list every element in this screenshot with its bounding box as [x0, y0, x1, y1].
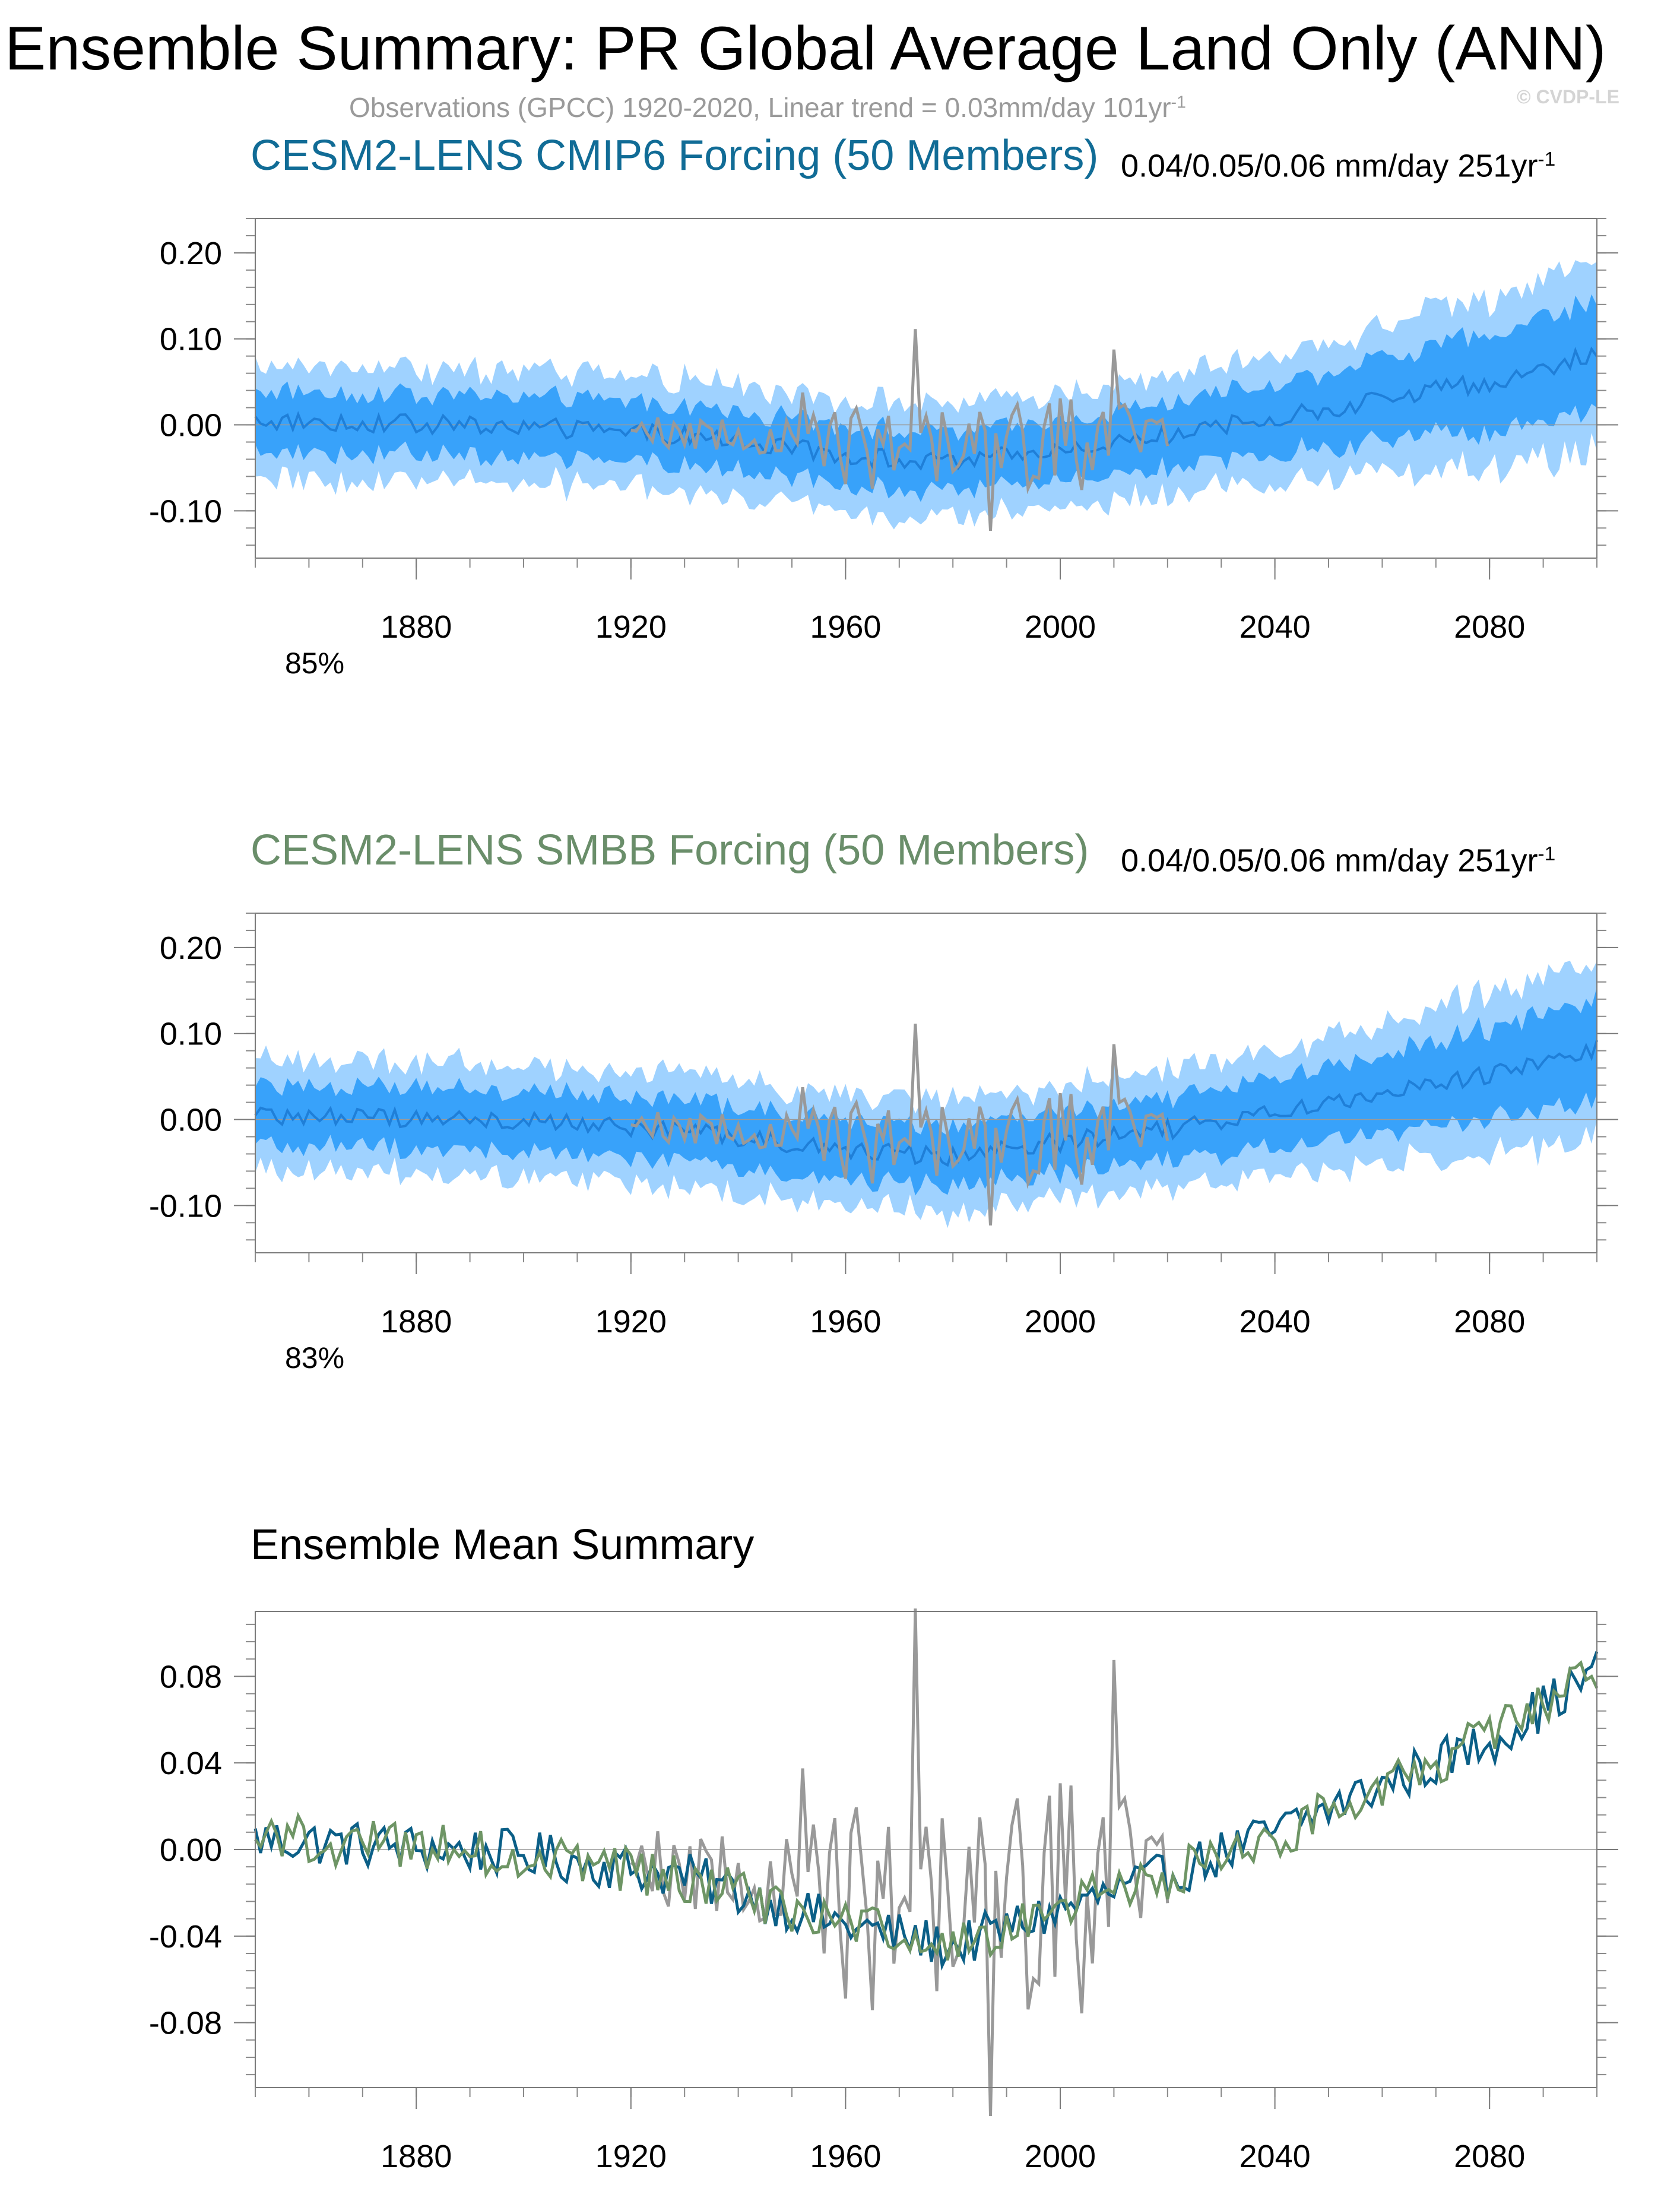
summary-y-tick-label: -0.04 — [149, 1919, 222, 1955]
cmip6-ensemble-mean-line — [254, 346, 1598, 471]
smbb-inner-band — [255, 987, 1597, 1196]
cmip6-y-tick-label: 0.20 — [160, 236, 222, 271]
cmip6-spread-chart: -0.10 0.00 0.10 0.20 1880 1920 1960 2000 2040 208… — [149, 218, 1618, 645]
smbb-outer-band — [255, 961, 1597, 1228]
cmip6-inner-band — [255, 294, 1597, 502]
smbb-plot-frame — [255, 913, 1597, 1253]
summary-smbb-mean-line — [254, 1660, 1599, 1961]
cmip6-x-tick-label: 2000 — [1025, 609, 1096, 645]
cmip6-x-tick-label: 1960 — [810, 609, 881, 645]
smbb-observations-line — [630, 1024, 1169, 1226]
smbb-y-tick-label: 0.20 — [160, 930, 222, 966]
cmip6-y-tick-label: 0.00 — [160, 408, 222, 444]
smbb-x-tick-label: 2040 — [1240, 1304, 1311, 1339]
smbb-percent-label: 83% — [285, 1341, 345, 1375]
summary-y-tick-label: -0.08 — [149, 2006, 222, 2041]
smbb-trend-label: 0.04/0.05/0.06 mm/day 251yr-1 — [1121, 843, 1556, 879]
cmip6-x-tick-label: 2080 — [1454, 609, 1525, 645]
smbb-x-tick-label: 2000 — [1025, 1304, 1096, 1339]
smbb-x-tick-label: 1920 — [595, 1304, 667, 1339]
cmip6-trend-label: 0.04/0.05/0.06 mm/day 251yr-1 — [1121, 148, 1556, 184]
copyright-label: © CVDP-LE — [1517, 86, 1619, 107]
summary-x-tick-label: 2000 — [1025, 2139, 1096, 2174]
summary-x-tick-label: 2080 — [1454, 2139, 1525, 2174]
page-title: Ensemble Summary: PR Global Average Land… — [5, 14, 1606, 83]
smbb-x-tick-label: 2080 — [1454, 1304, 1525, 1339]
cmip6-observations-line — [630, 329, 1169, 531]
cmip6-y-tick-label: -0.10 — [149, 493, 222, 529]
cmip6-x-tick-label: 2040 — [1240, 609, 1311, 645]
summary-y-tick-label: 0.04 — [160, 1746, 222, 1781]
summary-observations-line — [630, 1608, 1169, 2117]
summary-cmip6-mean-line — [253, 1651, 1599, 1971]
summary-x-tick-label: 2040 — [1240, 2139, 1311, 2174]
smbb-y-tick-label: -0.10 — [149, 1188, 222, 1224]
smbb-y-tick-label: 0.00 — [160, 1103, 222, 1138]
smbb-x-tick-label: 1880 — [381, 1304, 452, 1339]
summary-y-tick-label: 0.00 — [160, 1832, 222, 1868]
smbb-panel-title: CESM2-LENS SMBB Forcing (50 Members) — [251, 826, 1089, 874]
smbb-spread-chart: -0.10 0.00 0.10 0.20 1880 1920 1960 2000 2040 208… — [149, 913, 1618, 1339]
summary-x-tick-label: 1920 — [595, 2139, 667, 2174]
cmip6-panel-title: CESM2-LENS CMIP6 Forcing (50 Members) — [251, 132, 1099, 179]
ensemble-mean-chart: -0.08 -0.04 0.00 0.04 0.08 1880 1920 1960 2000 20… — [149, 1608, 1618, 2174]
cmip6-outer-band — [255, 260, 1597, 530]
cmip6-y-tick-label: 0.10 — [160, 322, 222, 357]
cmip6-x-tick-label: 1920 — [595, 609, 667, 645]
summary-y-tick-label: 0.08 — [160, 1659, 222, 1695]
smbb-y-tick-label: 0.10 — [160, 1016, 222, 1052]
observations-subtitle: Observations (GPCC) 1920-2020, Linear tr… — [349, 92, 1186, 123]
summary-panel-title: Ensemble Mean Summary — [251, 1521, 755, 1569]
smbb-ensemble-mean-line — [254, 1040, 1598, 1167]
cmip6-percent-label: 85% — [285, 647, 345, 680]
summary-x-tick-label: 1960 — [810, 2139, 881, 2174]
cmip6-plot-frame — [255, 218, 1597, 559]
summary-x-tick-label: 1880 — [381, 2139, 452, 2174]
cmip6-x-tick-label: 1880 — [381, 609, 452, 645]
smbb-x-tick-label: 1960 — [810, 1304, 881, 1339]
